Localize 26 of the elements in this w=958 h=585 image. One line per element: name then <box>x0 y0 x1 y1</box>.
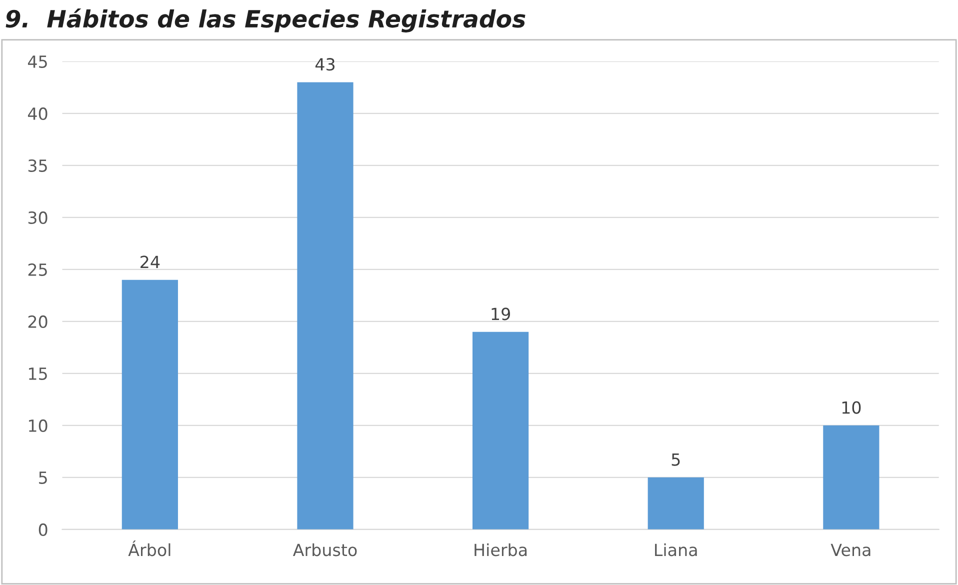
y-tick-label: 30 <box>28 211 48 224</box>
data-label: 10 <box>842 401 861 414</box>
data-label: 19 <box>492 308 510 320</box>
y-tick-label: 25 <box>28 263 47 276</box>
data-label: 43 <box>315 58 335 71</box>
y-tick-label: 20 <box>28 315 48 328</box>
y-tick-label: 15 <box>29 368 47 380</box>
chart-title: 9. Hábitos de las Especies Registrados <box>6 8 526 32</box>
x-tick-label: Liana <box>655 543 697 556</box>
y-tick-label: 45 <box>28 56 47 68</box>
data-label: 24 <box>140 256 160 268</box>
bar <box>122 280 178 530</box>
x-tick-label: Vena <box>830 544 870 556</box>
y-tick-label: 10 <box>29 419 48 432</box>
bar <box>297 82 354 530</box>
y-tick-label: 35 <box>28 159 47 172</box>
y-tick-label: 40 <box>28 107 48 120</box>
x-tick-label: Árbol <box>128 540 170 556</box>
data-label: 5 <box>672 453 680 466</box>
bar <box>648 477 704 530</box>
x-tick-label: Hierba <box>474 543 527 556</box>
y-tick-label: 0 <box>38 523 48 536</box>
y-tick-label: 5 <box>39 472 47 484</box>
bar <box>472 332 529 530</box>
bar <box>823 425 880 530</box>
x-tick-label: Arbusto <box>292 543 357 556</box>
